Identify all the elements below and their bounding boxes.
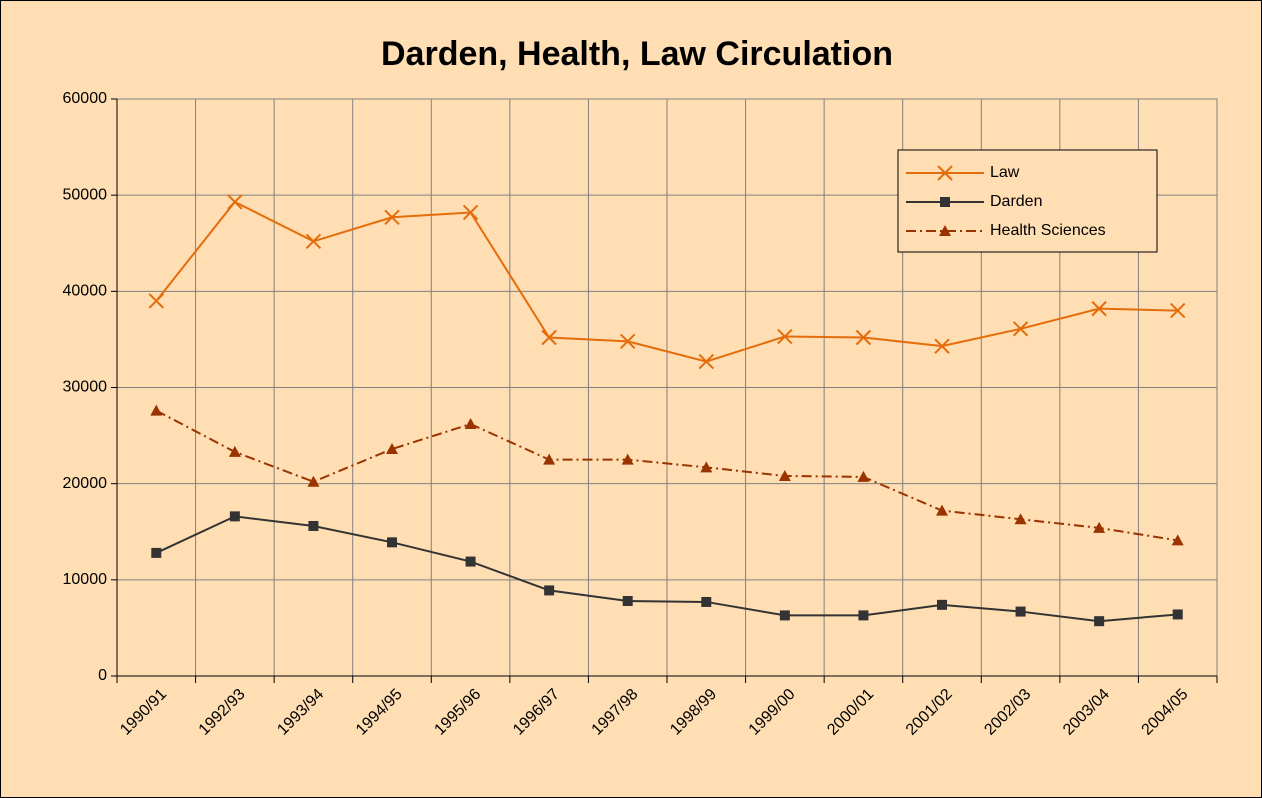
marker-triangle: [228, 445, 241, 457]
marker-square: [387, 537, 397, 548]
marker-x: [777, 328, 793, 345]
legend-label: Darden: [990, 193, 1042, 210]
marker-square: [465, 556, 476, 567]
series-line: [155, 409, 1178, 542]
marker-x: [148, 293, 164, 309]
marker-x: [1170, 302, 1186, 319]
y-tick-label: 10000: [63, 571, 108, 588]
marker-square: [937, 599, 947, 610]
marker-triangle: [543, 453, 556, 465]
marker-triangle: [1014, 513, 1027, 525]
y-tick-label: 60000: [63, 90, 108, 107]
marker-x: [305, 233, 322, 250]
marker-square: [779, 610, 790, 621]
y-tick-label: 40000: [63, 283, 108, 300]
y-tick-label: 20000: [63, 475, 108, 492]
marker-square: [544, 585, 555, 596]
marker-triangle: [1171, 534, 1184, 546]
marker-square: [858, 610, 869, 621]
marker-triangle: [857, 470, 870, 482]
series-line: [155, 515, 1178, 623]
marker-x: [937, 165, 953, 181]
marker-x: [698, 353, 714, 370]
marker-square: [229, 511, 240, 522]
legend-label: Law: [990, 164, 1020, 181]
marker-triangle: [386, 443, 398, 455]
series-line: [155, 200, 1178, 363]
marker-x: [462, 204, 479, 221]
marker-square: [701, 596, 712, 607]
marker-triangle: [307, 475, 320, 487]
marker-square: [1015, 606, 1026, 617]
marker-triangle: [464, 418, 477, 430]
marker-square: [1094, 616, 1105, 627]
marker-triangle: [150, 404, 163, 416]
marker-x: [934, 338, 950, 354]
marker-triangle: [621, 453, 634, 465]
marker-x: [855, 329, 872, 346]
marker-x: [541, 329, 557, 346]
marker-square: [940, 197, 950, 207]
marker-square: [1172, 609, 1183, 620]
marker-x: [1091, 300, 1107, 317]
y-tick-label: 50000: [63, 186, 108, 203]
marker-triangle: [936, 504, 948, 516]
y-tick-label: 0: [98, 667, 107, 684]
marker-x: [620, 333, 636, 350]
chart-title: Darden, Health, Law Circulation: [381, 35, 893, 73]
marker-triangle: [778, 469, 791, 481]
legend-label: Health Sciences: [990, 222, 1106, 239]
marker-x: [384, 209, 400, 225]
marker-square: [308, 520, 319, 531]
marker-square: [151, 547, 162, 558]
marker-triangle: [1093, 521, 1106, 533]
marker-square: [622, 595, 633, 606]
marker-x: [1012, 321, 1029, 337]
marker-x: [227, 194, 243, 210]
marker-triangle: [939, 225, 951, 236]
marker-triangle: [700, 461, 713, 473]
y-tick-label: 30000: [63, 379, 108, 396]
